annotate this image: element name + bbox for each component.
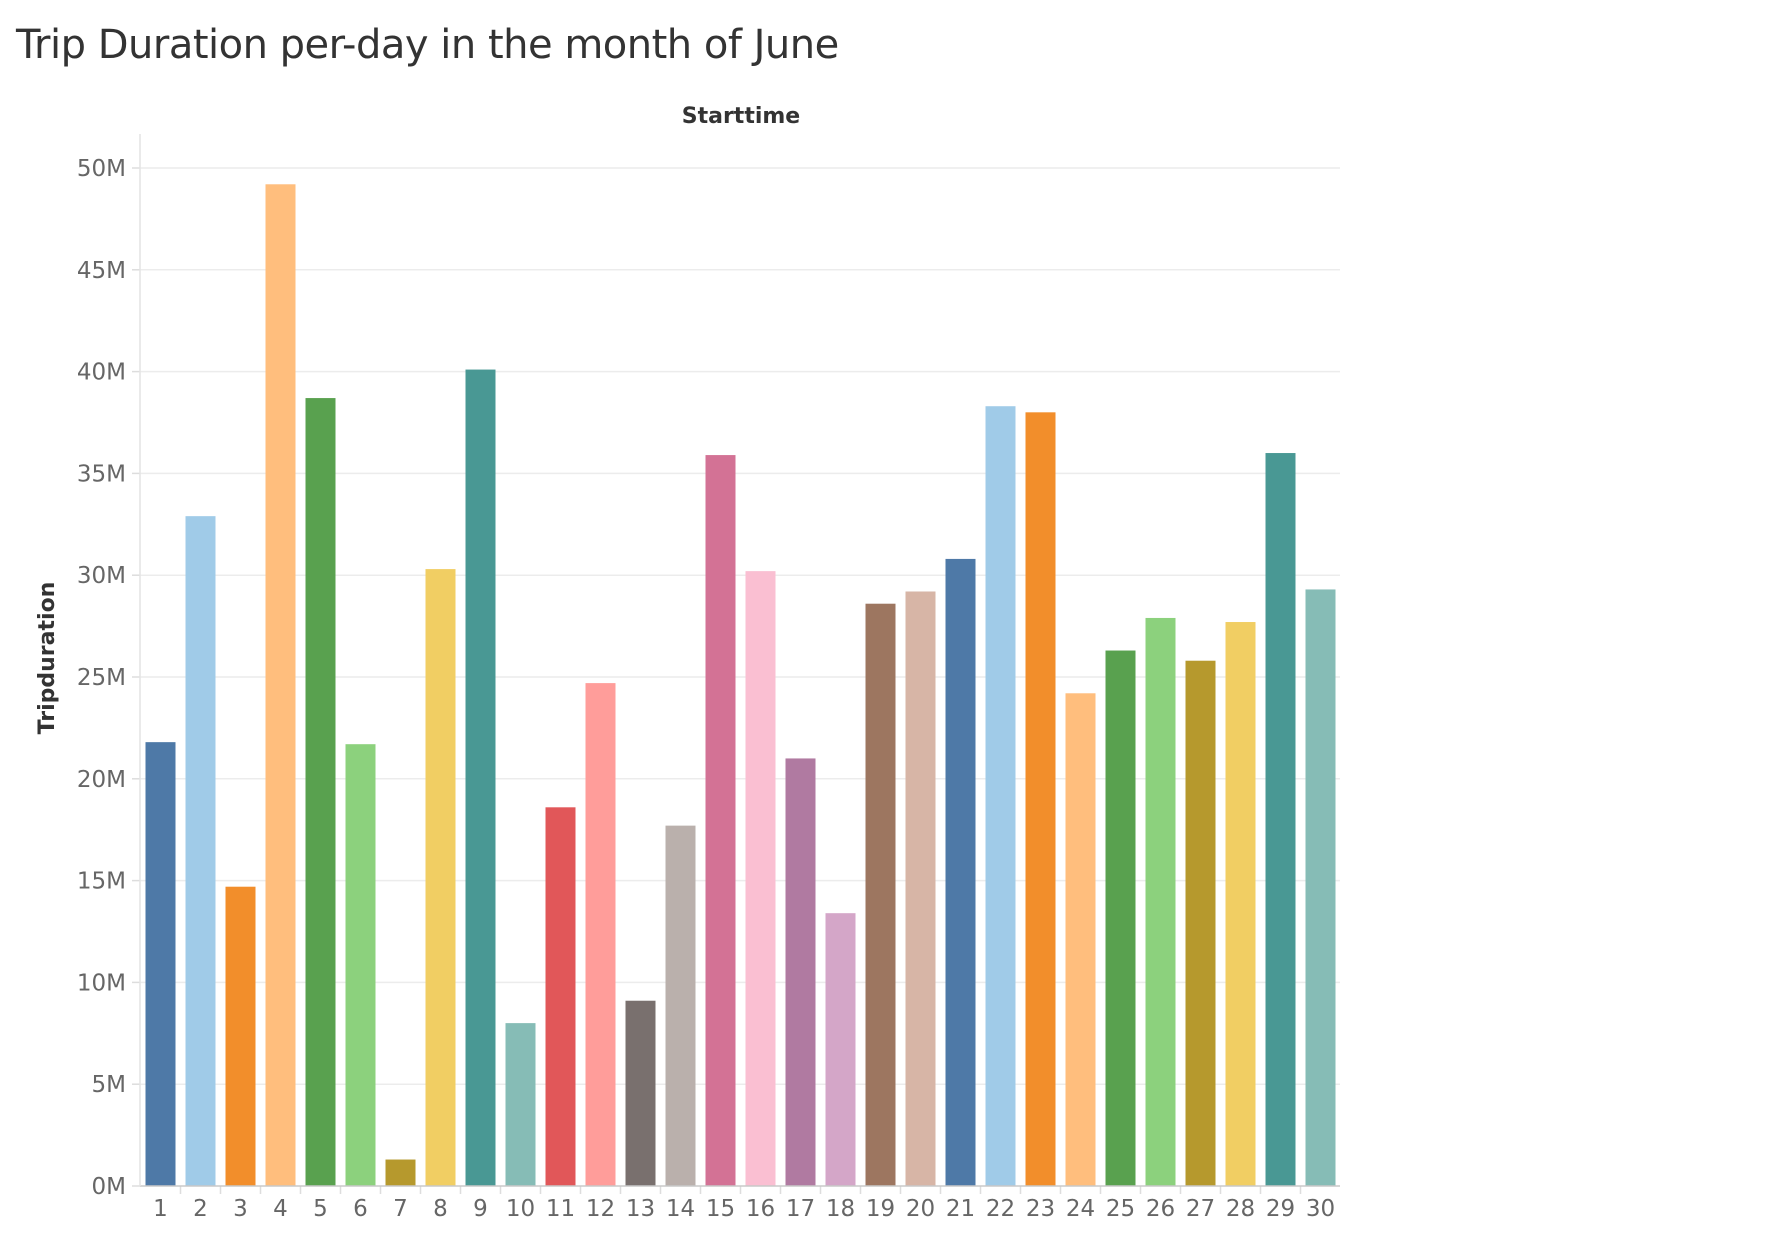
bar-day-23 xyxy=(1025,412,1056,1186)
x-tick-label: 1 xyxy=(153,1196,168,1222)
bar-day-25 xyxy=(1105,650,1136,1186)
x-tick-label: 15 xyxy=(706,1196,735,1222)
x-tick-label: 12 xyxy=(586,1196,615,1222)
x-tick-label: 26 xyxy=(1146,1196,1175,1222)
y-tick-label: 5M xyxy=(92,1072,126,1098)
bar-day-27 xyxy=(1185,660,1216,1186)
x-tick-label: 23 xyxy=(1026,1196,1055,1222)
x-tick-label: 2 xyxy=(193,1196,208,1222)
y-tick-label: 45M xyxy=(77,258,126,284)
x-tick-label: 21 xyxy=(946,1196,975,1222)
bar-day-28 xyxy=(1225,622,1256,1186)
y-tick-label: 40M xyxy=(77,360,126,386)
x-tick-label: 5 xyxy=(313,1196,328,1222)
y-tick-label: 35M xyxy=(77,461,126,487)
x-tick-label: 20 xyxy=(906,1196,935,1222)
bar-day-5 xyxy=(305,398,336,1186)
x-axis-ticks: 1 2 3 4 5 6 7 8 9 10 11 12 13 14 15 16 17 18 19 20 21 22 23 24 2… xyxy=(153,1186,1335,1222)
x-tick-label: 3 xyxy=(233,1196,248,1222)
gridlines xyxy=(140,167,1340,1085)
x-tick-label: 9 xyxy=(473,1196,488,1222)
bar-day-4 xyxy=(265,184,296,1187)
y-tick-label: 25M xyxy=(77,665,126,691)
bar-day-10 xyxy=(505,1023,536,1186)
bar-day-1 xyxy=(145,742,176,1186)
x-tick-label: 24 xyxy=(1066,1196,1095,1222)
bar-day-11 xyxy=(545,807,576,1186)
x-tick-label: 19 xyxy=(866,1196,895,1222)
y-tick-label: 0M xyxy=(92,1174,126,1200)
y-tick-label: 10M xyxy=(77,970,126,996)
bar-day-6 xyxy=(345,744,376,1186)
x-tick-label: 11 xyxy=(546,1196,575,1222)
bar-day-9 xyxy=(465,369,496,1187)
x-tick-label: 28 xyxy=(1226,1196,1255,1222)
bar-day-17 xyxy=(785,758,816,1186)
bar-day-7 xyxy=(385,1159,416,1186)
x-tick-label: 25 xyxy=(1106,1196,1135,1222)
x-tick-label: 14 xyxy=(666,1196,695,1222)
bar-day-21 xyxy=(945,558,976,1186)
x-tick-label: 7 xyxy=(393,1196,408,1222)
x-tick-label: 29 xyxy=(1266,1196,1295,1222)
y-tick-label: 20M xyxy=(77,767,126,793)
bar-day-16 xyxy=(745,571,776,1186)
x-tick-label: 13 xyxy=(626,1196,655,1222)
x-tick-label: 6 xyxy=(353,1196,368,1222)
x-tick-label: 30 xyxy=(1306,1196,1335,1222)
bars xyxy=(145,184,1336,1187)
bar-day-30 xyxy=(1305,589,1336,1186)
y-tick-label: 15M xyxy=(77,869,126,895)
x-tick-label: 10 xyxy=(506,1196,535,1222)
bar-day-18 xyxy=(825,913,856,1186)
x-tick-label: 17 xyxy=(786,1196,815,1222)
bar-day-8 xyxy=(425,569,456,1186)
y-tick-label: 30M xyxy=(77,563,126,589)
bar-day-14 xyxy=(665,825,696,1186)
x-tick-label: 18 xyxy=(826,1196,855,1222)
bar-day-22 xyxy=(985,406,1016,1186)
x-axis-title: Starttime xyxy=(682,104,800,129)
y-axis-title: Tripduration xyxy=(35,582,60,735)
bar-day-13 xyxy=(625,1000,656,1186)
x-tick-label: 4 xyxy=(273,1196,288,1222)
x-tick-label: 16 xyxy=(746,1196,775,1222)
y-axis-ticks: 0M 5M 10M 15M 20M 25M 30M 35M 40M 45M 50M xyxy=(77,156,140,1200)
x-tick-label: 27 xyxy=(1186,1196,1215,1222)
bar-day-19 xyxy=(865,603,896,1186)
bar-day-2 xyxy=(185,516,216,1186)
bar-day-20 xyxy=(905,591,936,1186)
bar-day-15 xyxy=(705,455,736,1186)
x-tick-label: 8 xyxy=(433,1196,448,1222)
bar-day-12 xyxy=(585,683,616,1186)
y-tick-label: 50M xyxy=(77,156,126,182)
bar-day-24 xyxy=(1065,693,1096,1186)
x-tick-label: 22 xyxy=(986,1196,1015,1222)
chart-title: Trip Duration per-day in the month of Ju… xyxy=(16,22,839,68)
bar-day-29 xyxy=(1265,453,1296,1186)
bar-day-26 xyxy=(1145,617,1176,1186)
bar-day-3 xyxy=(225,886,256,1186)
